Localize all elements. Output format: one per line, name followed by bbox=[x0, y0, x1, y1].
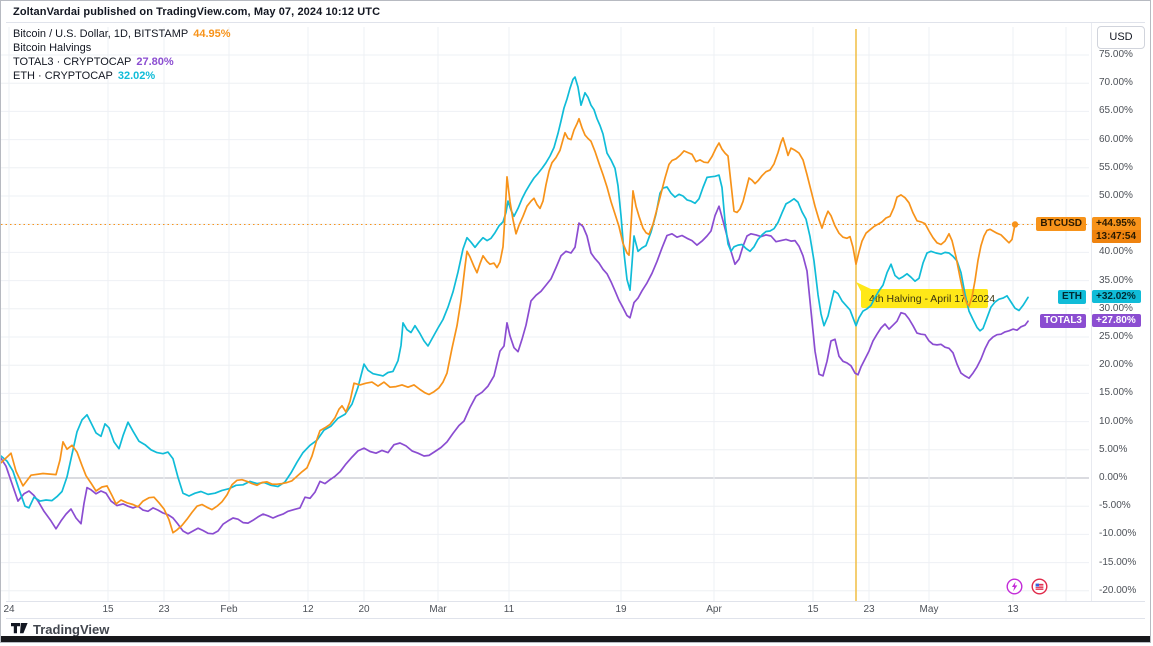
btcusd-line bbox=[1, 117, 1016, 534]
y-axis-tick-label: -15.00% bbox=[1099, 556, 1137, 568]
vertical-gridlines bbox=[8, 27, 1067, 601]
total3-line bbox=[1, 205, 1029, 535]
y-axis-tick-label: 10.00% bbox=[1099, 415, 1133, 427]
legend-row-btcusd[interactable]: Bitcoin / U.S. Dollar, 1D, BITSTAMP 44.95… bbox=[13, 27, 236, 41]
eth-price-badge: +32.02% bbox=[1092, 290, 1141, 304]
x-axis-tick-label: 11 bbox=[503, 604, 515, 615]
halving-annotation-text: 4th Halving - April 17, 2024 bbox=[869, 293, 995, 305]
y-axis-tick-label: 60.00% bbox=[1099, 133, 1133, 145]
y-axis-tick-label: 75.00% bbox=[1099, 49, 1133, 60]
total3-symbol-badge: TOTAL3 bbox=[1040, 314, 1086, 329]
y-axis-tick-label: 70.00% bbox=[1099, 77, 1133, 89]
btcusd-change-value: +44.95% bbox=[1096, 218, 1136, 230]
x-axis-tick-label: 24 bbox=[3, 604, 15, 615]
price-scale-divider bbox=[1091, 23, 1092, 601]
y-axis-tick-label: 5.00% bbox=[1099, 443, 1128, 455]
total3-price-badge: +27.80% bbox=[1092, 314, 1141, 328]
header-divider bbox=[6, 22, 1145, 23]
eth-line bbox=[1, 76, 1029, 509]
y-axis-tick-label: 55.00% bbox=[1099, 161, 1133, 173]
total3-change-value: +27.80% bbox=[1096, 315, 1136, 327]
x-axis-tick-label: 19 bbox=[615, 604, 627, 615]
x-axis-tick-label: 15 bbox=[807, 604, 819, 615]
y-axis-tick-label: -20.00% bbox=[1099, 584, 1137, 596]
legend-value: 32.02% bbox=[117, 70, 156, 82]
currency-unit-button[interactable]: USD bbox=[1097, 26, 1145, 49]
y-axis-tick-label: -5.00% bbox=[1099, 500, 1131, 512]
tradingview-logo-icon bbox=[11, 623, 28, 634]
x-axis-tick-label: 20 bbox=[358, 604, 370, 615]
x-axis-tick-label: 23 bbox=[158, 604, 170, 615]
y-axis-tick-label: 25.00% bbox=[1099, 331, 1133, 342]
btcusd-symbol-badge: BTCUSD bbox=[1036, 217, 1086, 232]
legend-value: 44.95% bbox=[193, 28, 231, 40]
y-axis-tick-label: 35.00% bbox=[1099, 274, 1133, 286]
x-axis-tick-label: 12 bbox=[302, 604, 314, 615]
legend-label: TOTAL3 · CRYPTOCAP bbox=[13, 56, 132, 68]
x-axis-tick-label: 13 bbox=[1007, 604, 1019, 615]
us-flag-event-icon[interactable] bbox=[1031, 578, 1048, 595]
eth-change-value: +32.02% bbox=[1096, 291, 1136, 303]
lightning-event-icon[interactable] bbox=[1006, 578, 1023, 595]
legend-label: Bitcoin Halvings bbox=[13, 42, 92, 54]
horizontal-gridlines bbox=[1, 54, 1089, 592]
eth-symbol-badge: ETH bbox=[1058, 290, 1086, 305]
y-axis-tick-label: 65.00% bbox=[1099, 105, 1133, 117]
x-axis-tick-label: Feb bbox=[220, 604, 238, 615]
y-axis-tick-label: 15.00% bbox=[1099, 387, 1133, 399]
legend-label: Bitcoin / U.S. Dollar, 1D, BITSTAMP bbox=[13, 28, 189, 40]
legend-value: 27.80% bbox=[136, 56, 174, 68]
legend-label: ETH · CRYPTOCAP bbox=[13, 70, 113, 82]
window-bottom-edge bbox=[1, 636, 1150, 642]
published-byline: ZoltanVardai published on TradingView.co… bbox=[13, 6, 381, 18]
x-axis-tick-label: 15 bbox=[102, 604, 114, 615]
y-axis-tick-label: 30.00% bbox=[1099, 302, 1133, 314]
y-axis-tick-label: 0.00% bbox=[1099, 472, 1128, 483]
tradingview-attribution[interactable]: TradingView bbox=[11, 621, 109, 637]
y-axis-tick-label: 20.00% bbox=[1099, 359, 1133, 371]
y-axis-tick-label: 40.00% bbox=[1099, 246, 1133, 258]
brand-name: TradingView bbox=[33, 621, 110, 637]
x-axis-tick-label: May bbox=[919, 604, 939, 615]
x-axis-tick-label: 23 bbox=[863, 604, 875, 615]
chart-legend: Bitcoin / U.S. Dollar, 1D, BITSTAMP 44.95… bbox=[13, 27, 236, 83]
btc-last-price-dot bbox=[1011, 221, 1019, 228]
x-axis-tick-label: Mar bbox=[429, 604, 447, 615]
legend-row-eth[interactable]: ETH · CRYPTOCAP 32.02% bbox=[13, 69, 236, 83]
btcusd-price-badge: +44.95% 13:47:54 bbox=[1092, 217, 1141, 244]
footer-divider bbox=[6, 618, 1145, 619]
y-axis-tick-label: -10.00% bbox=[1099, 528, 1137, 540]
x-axis-divider bbox=[6, 601, 1145, 602]
halving-annotation[interactable]: 4th Halving - April 17, 2024 bbox=[856, 282, 995, 308]
y-axis-tick-label: 50.00% bbox=[1099, 190, 1133, 201]
legend-row-halvings[interactable]: Bitcoin Halvings bbox=[13, 41, 236, 55]
series-lines bbox=[1, 76, 1029, 535]
x-axis-tick-label: Apr bbox=[706, 604, 722, 615]
btcusd-bar-countdown: 13:47:54 bbox=[1092, 230, 1141, 244]
legend-row-total3[interactable]: TOTAL3 · CRYPTOCAP 27.80% bbox=[13, 55, 236, 69]
